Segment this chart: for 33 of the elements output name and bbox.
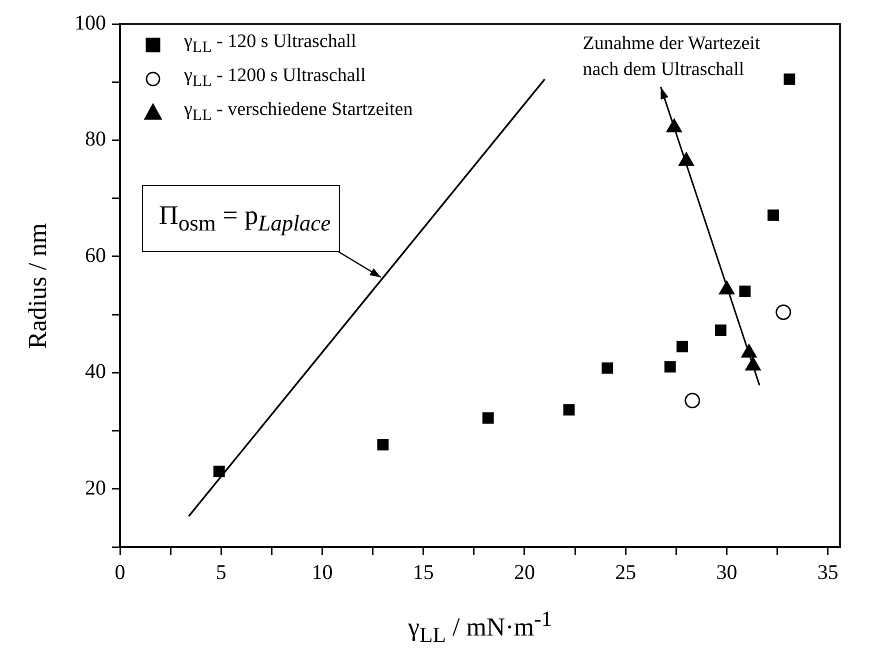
x-tick-label: 35: [817, 560, 838, 584]
y-tick-label: 80: [85, 126, 106, 151]
legend-label: γ$_{LL}$ - verschiedene Startzeiten: [184, 98, 413, 126]
point: [602, 362, 614, 374]
point: [664, 361, 676, 373]
x-axis-title: γ$_{LL}$ / mN·m$^{-1}$: [408, 607, 552, 648]
y-axis-title: Radius / nm: [22, 222, 53, 348]
point: [784, 74, 796, 85]
x-tick-label: 10: [312, 560, 333, 584]
point: [563, 404, 575, 416]
annotation: Zunahme der Wartezeit nach dem Ultraschall: [582, 32, 760, 82]
point: [213, 466, 225, 478]
y-tick-label: 40: [85, 359, 106, 384]
y-tick-label: 100: [74, 10, 106, 35]
y-tick-label: 60: [85, 242, 106, 267]
x-tick-label: 5: [216, 560, 226, 584]
legend-label: γ$_{LL}$ - 1200 s Ultraschall: [184, 64, 366, 92]
point: [377, 439, 389, 450]
legend-label: γ$_{LL}$ - 120 s Ultraschall: [184, 30, 356, 58]
annotation: Π$_{osm}$ = p$_{Laplace}$: [142, 185, 340, 252]
point: [768, 209, 779, 221]
point: [776, 304, 792, 320]
x-tick-label: 0: [114, 560, 126, 584]
x-tick-label: 30: [716, 560, 738, 584]
y-tick-label: 20: [85, 475, 106, 500]
point: [739, 286, 751, 298]
x-tick-label: 15: [412, 560, 434, 584]
x-tick-label: 25: [615, 560, 636, 584]
point: [714, 324, 726, 336]
point: [684, 392, 700, 408]
point: [676, 340, 688, 352]
point: [482, 412, 494, 424]
x-tick-label: 20: [514, 560, 535, 584]
